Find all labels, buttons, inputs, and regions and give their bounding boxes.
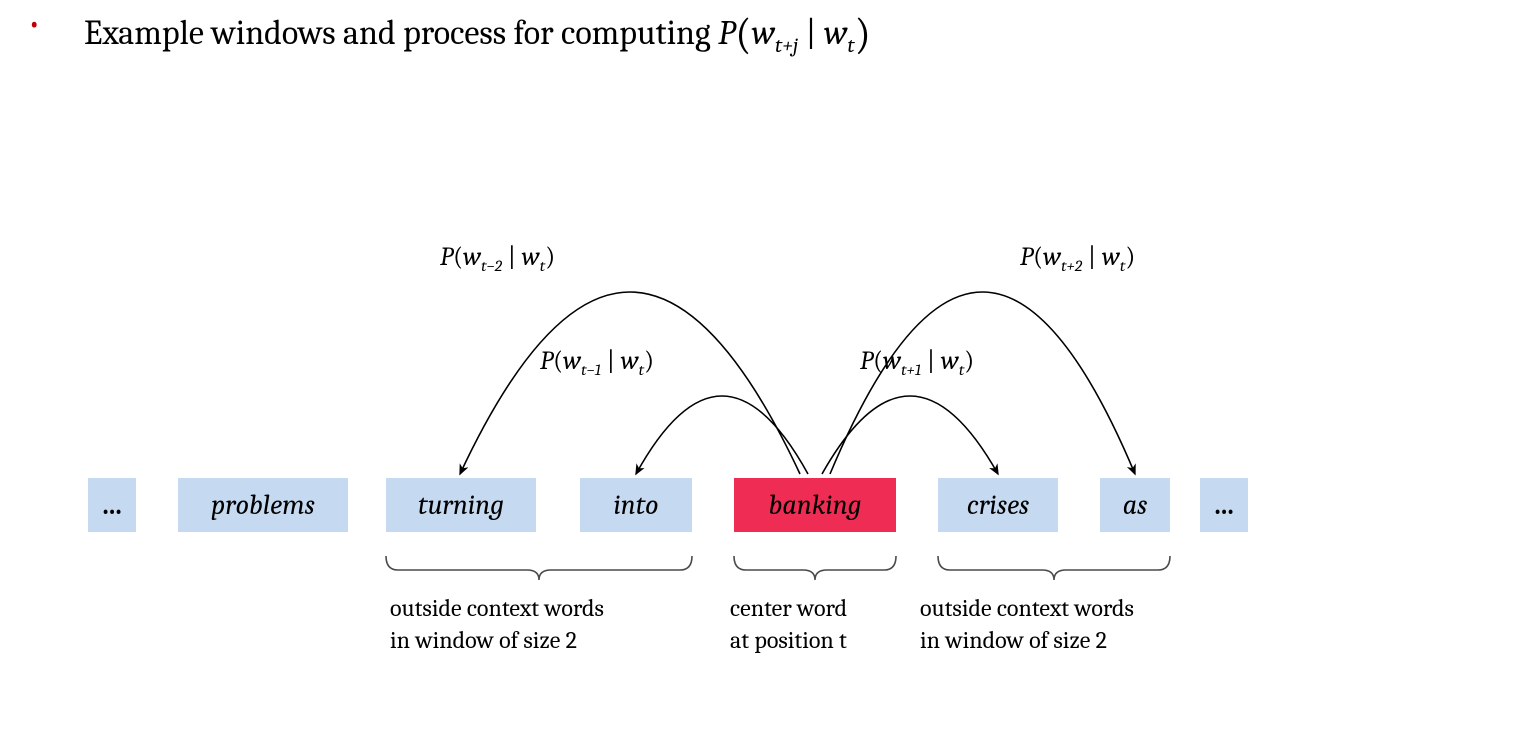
title-bar: | bbox=[798, 13, 824, 53]
context-word-box: as bbox=[1100, 478, 1170, 532]
bullet-icon: • bbox=[28, 8, 40, 40]
brace-caption: center wordat position t bbox=[730, 592, 847, 657]
title-prefix: Example windows and process for computin… bbox=[84, 13, 718, 53]
title-sub1: t+j bbox=[775, 34, 798, 58]
context-word-box: into bbox=[580, 478, 692, 532]
center-word-box: banking bbox=[734, 478, 896, 532]
title-w1: w bbox=[751, 13, 775, 53]
title-close: ) bbox=[855, 10, 871, 59]
title-w2: w bbox=[824, 13, 848, 53]
probability-label: P(wt−2 | wt) bbox=[440, 242, 555, 276]
title-sub2: t bbox=[847, 34, 854, 58]
title-P: P bbox=[718, 13, 735, 53]
context-word-box: turning bbox=[386, 478, 536, 532]
title-open: ( bbox=[735, 10, 751, 59]
probability-label: P(wt+1 | wt) bbox=[860, 346, 974, 380]
context-word-box: crises bbox=[938, 478, 1058, 532]
context-word-box: … bbox=[88, 478, 136, 532]
brace-caption: outside context wordsin window of size 2 bbox=[920, 592, 1134, 657]
title-text: Example windows and process for computin… bbox=[84, 6, 871, 58]
probability-label: P(wt+2 | wt) bbox=[1020, 242, 1135, 276]
probability-label: P(wt−1 | wt) bbox=[540, 346, 654, 380]
context-word-box: problems bbox=[178, 478, 348, 532]
brace-caption: outside context wordsin window of size 2 bbox=[390, 592, 604, 657]
context-word-box: … bbox=[1200, 478, 1248, 532]
